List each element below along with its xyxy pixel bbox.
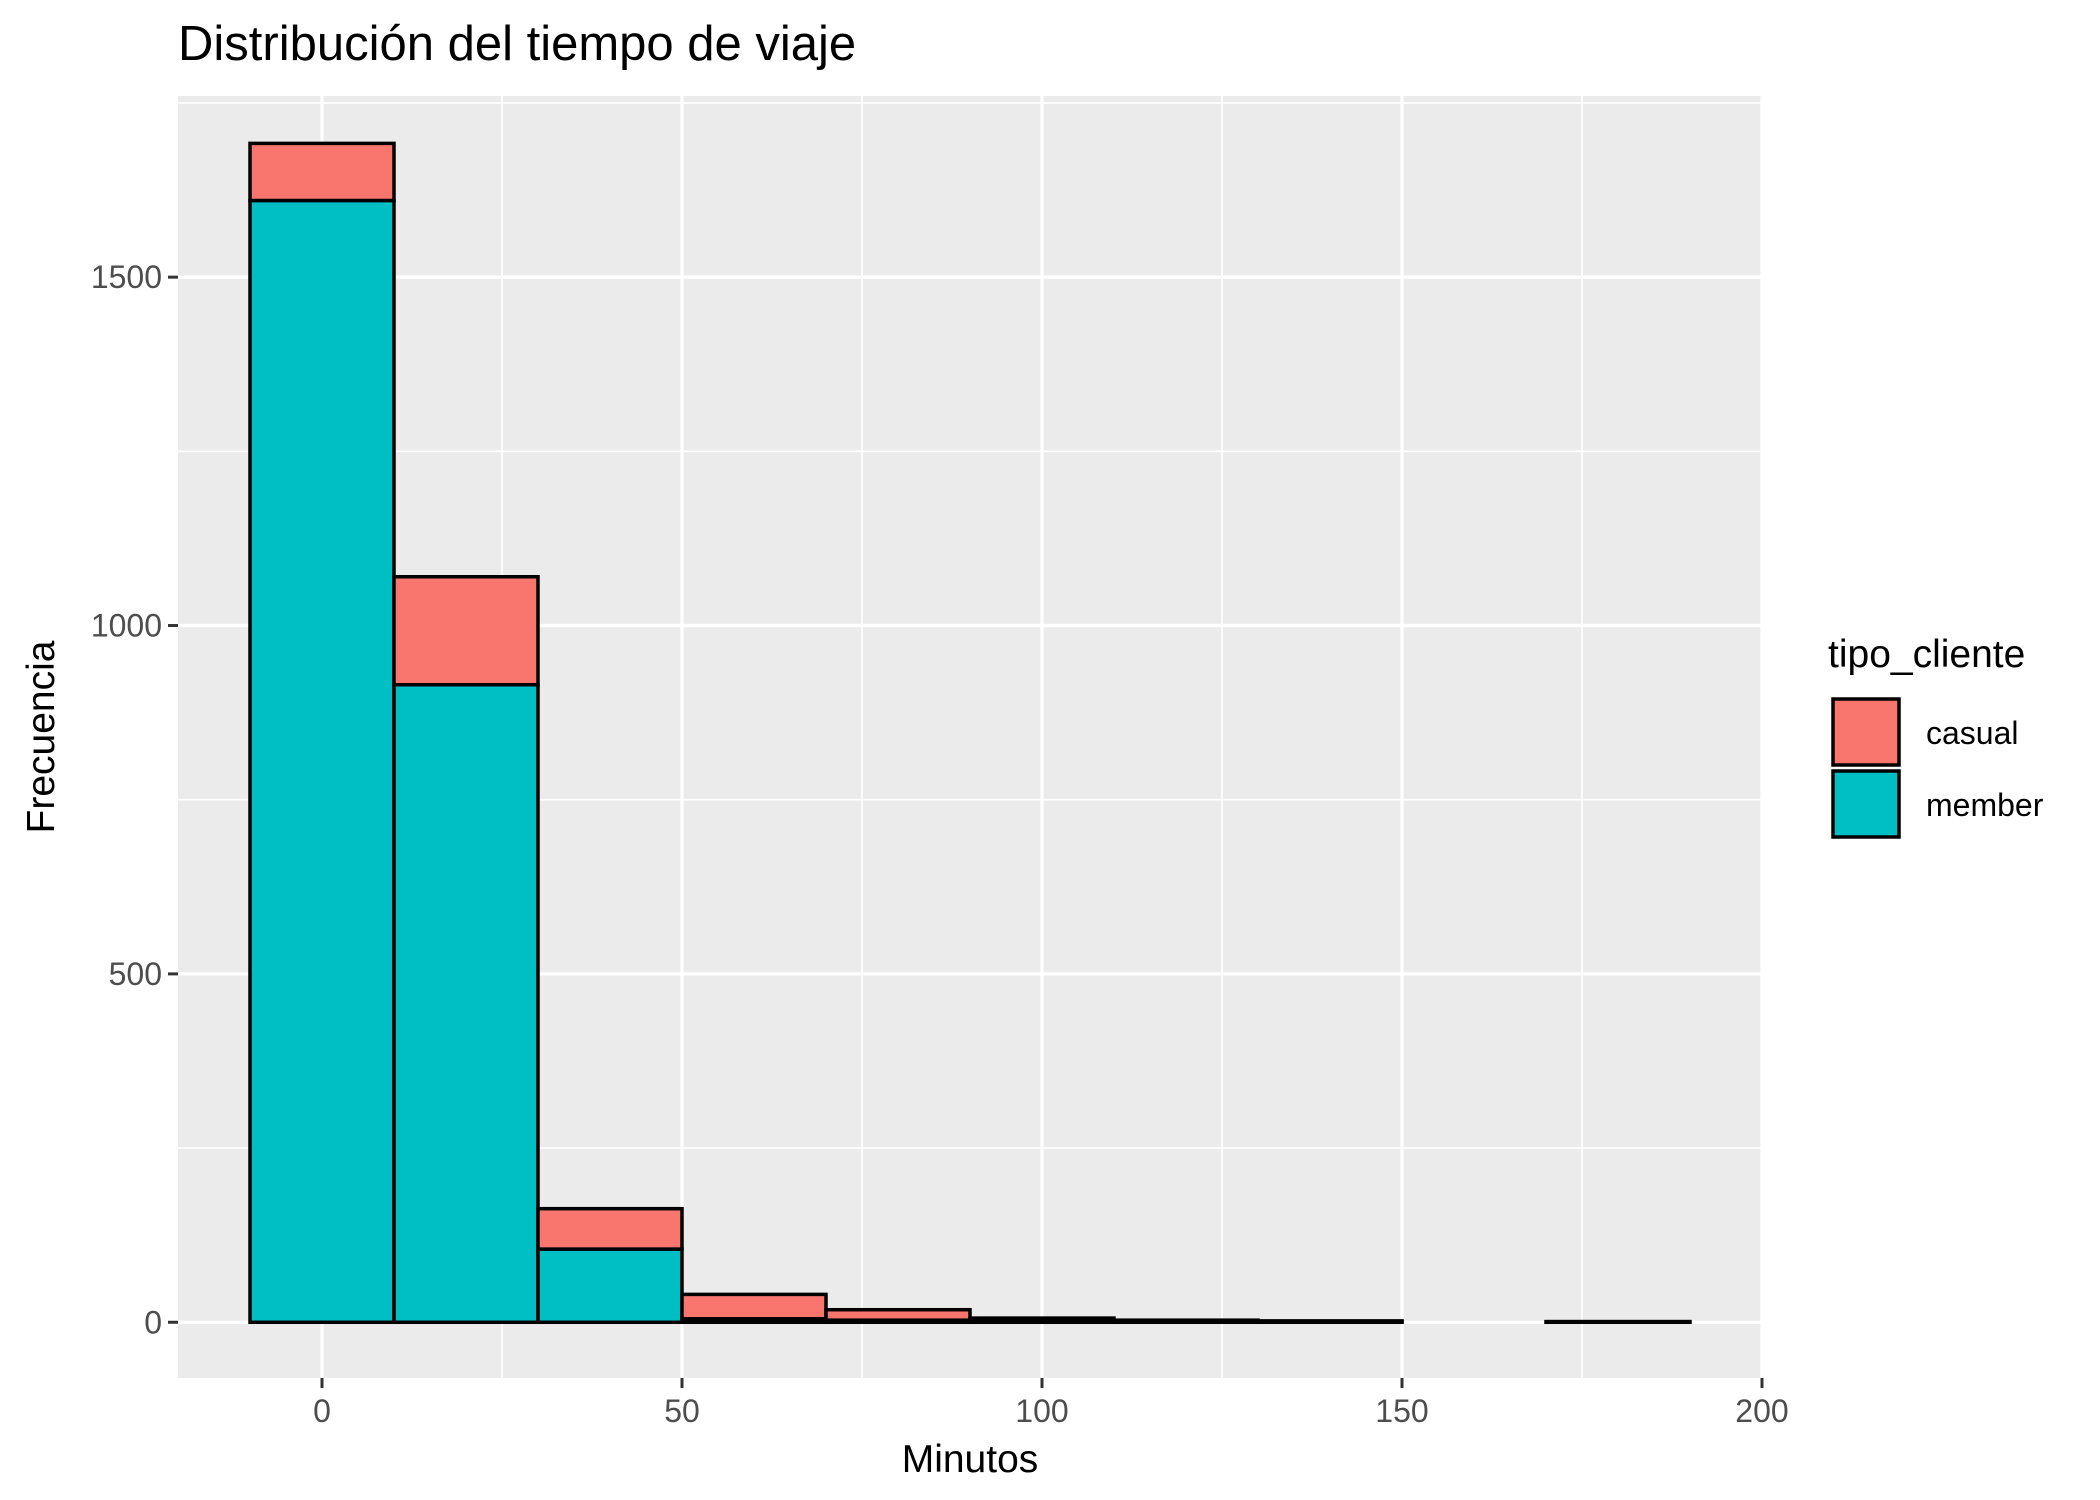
bar-casual (1112, 1318, 1260, 1324)
legend-label-casual: casual (1926, 715, 2019, 751)
x-tick-label: 100 (1015, 1393, 1068, 1429)
bar-casual (680, 1292, 828, 1321)
y-tick-label: 1000 (91, 608, 162, 644)
bar-casual (392, 575, 540, 687)
x-axis-ticks: 0 50 100 150 200 (313, 1378, 1789, 1429)
legend-title: tipo_cliente (1828, 633, 2025, 676)
legend: tipo_cliente casual member (1828, 633, 2044, 839)
y-tick-label: 500 (109, 956, 162, 992)
bars (248, 141, 1692, 1325)
bar-casual (824, 1307, 972, 1322)
chart-title: Distribución del tiempo de viaje (178, 17, 856, 71)
legend-label-member: member (1926, 787, 2044, 823)
bar-member (392, 682, 540, 1325)
x-tick-label: 0 (313, 1393, 331, 1429)
bar-casual (968, 1316, 1116, 1323)
bar-member (248, 198, 396, 1325)
grid-minor (178, 96, 1762, 1378)
y-axis-ticks: 0 500 1000 1500 (91, 259, 178, 1340)
y-tick-label: 0 (144, 1304, 162, 1340)
legend-swatch-member (1831, 769, 1901, 839)
legend-swatch-casual (1831, 697, 1901, 767)
x-tick-label: 150 (1375, 1393, 1428, 1429)
y-tick-label: 1500 (91, 259, 162, 295)
y-axis-title: Frecuencia (20, 640, 63, 833)
x-tick-label: 50 (664, 1393, 700, 1429)
bar-casual (1544, 1319, 1692, 1325)
bar-casual (1256, 1319, 1404, 1324)
x-tick-label: 200 (1735, 1393, 1788, 1429)
bar-casual (248, 141, 396, 203)
bar-casual (536, 1206, 684, 1251)
x-axis-title: Minutos (902, 1438, 1039, 1481)
bar-member (536, 1247, 684, 1325)
